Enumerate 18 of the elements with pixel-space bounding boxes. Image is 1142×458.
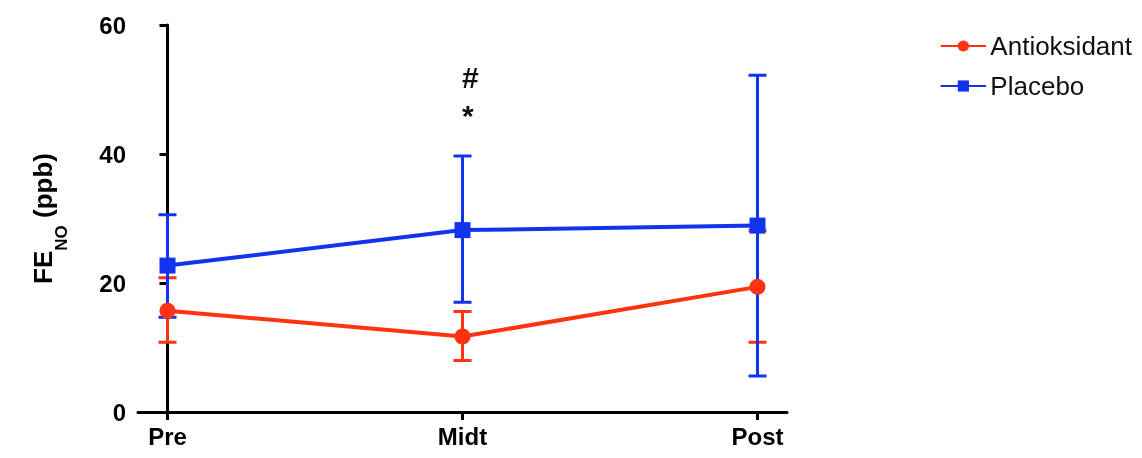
y-tick-label: 20	[99, 269, 126, 297]
legend-label: Antioksidant	[990, 31, 1133, 61]
legend-label: Placebo	[990, 71, 1085, 101]
annotation: #	[462, 60, 479, 94]
point	[159, 302, 176, 319]
point	[454, 328, 471, 345]
x-tick-label: Post	[731, 422, 784, 450]
x-tick-label: Pre	[148, 422, 187, 450]
point	[749, 217, 766, 234]
y-axis-title: FENO (ppb)	[28, 153, 71, 284]
point	[159, 257, 176, 274]
annotation: *	[462, 98, 474, 132]
y-tick-label: 40	[99, 140, 126, 168]
x-tick-label: Midt	[437, 422, 488, 450]
point	[749, 278, 766, 295]
point	[454, 222, 471, 239]
y-tick-label: 60	[99, 11, 126, 39]
y-tick-label: 0	[112, 398, 126, 426]
